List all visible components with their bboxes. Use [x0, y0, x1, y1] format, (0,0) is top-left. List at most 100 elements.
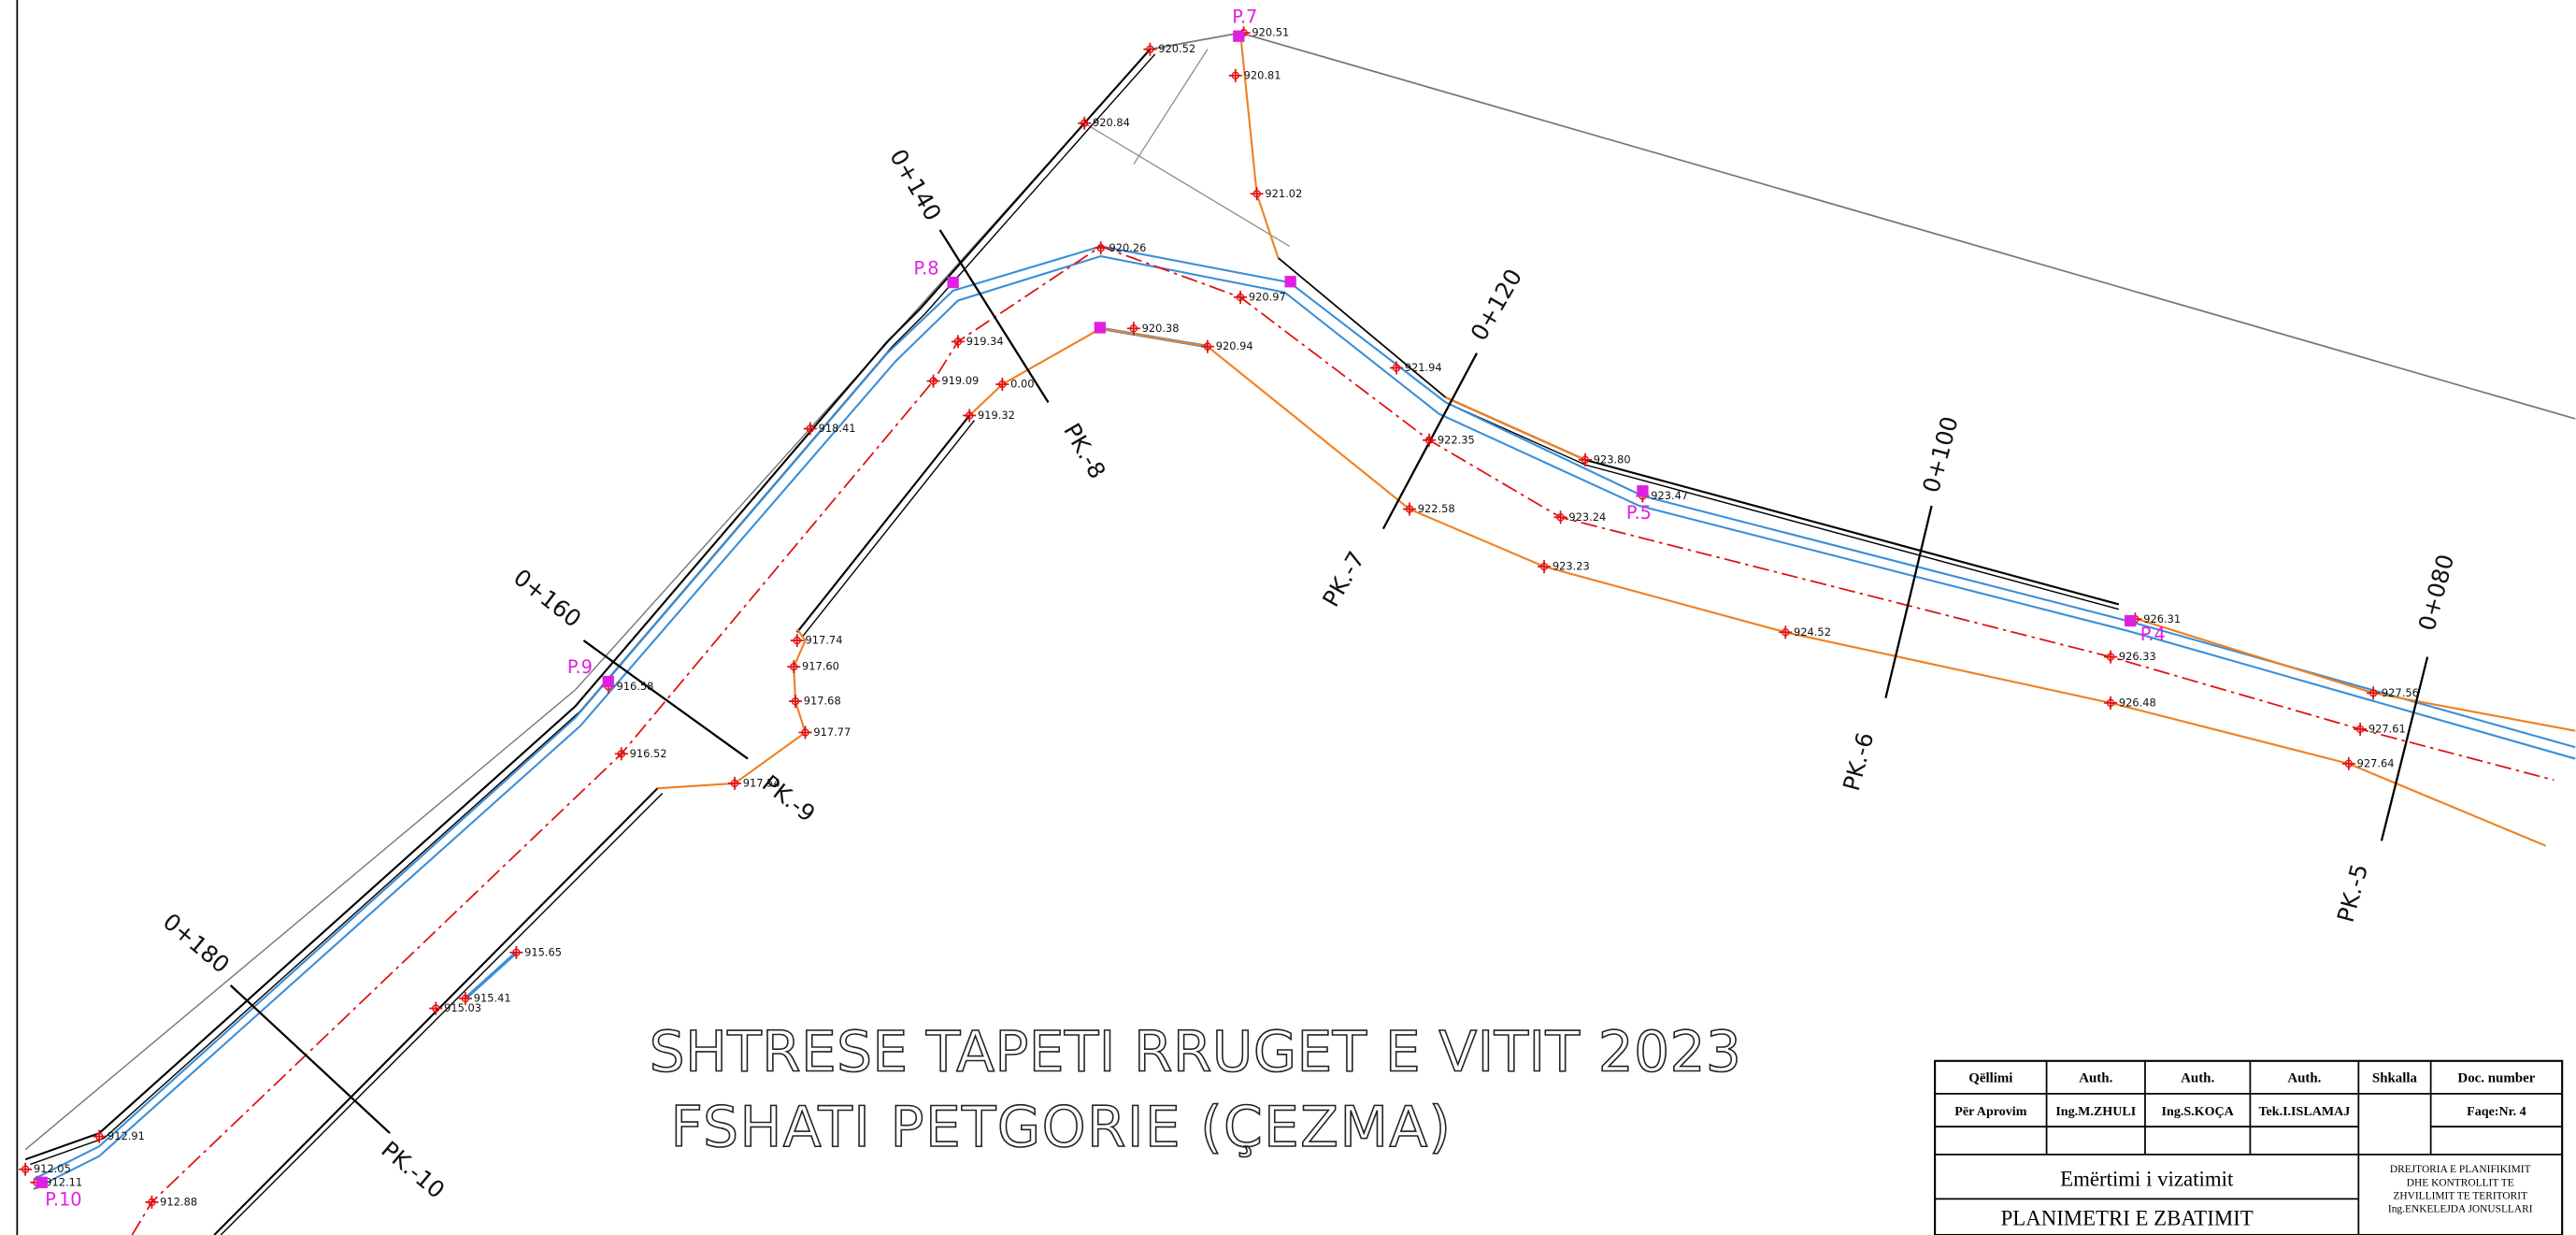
- elevation-label: 912.11: [45, 1175, 82, 1188]
- office-line: Ing.ENKELEJDA JONUSLLARI: [2388, 1203, 2533, 1214]
- office-line: DREJTORIA E PLANIFIKIMIT: [2390, 1164, 2531, 1175]
- elevation-label: 920.38: [1142, 322, 1180, 335]
- elevation-label: 920.97: [1249, 290, 1286, 303]
- chainage-label: 0+120: [1465, 265, 1527, 346]
- elevation-label: 920.52: [1158, 42, 1195, 55]
- table-header: Auth.: [2287, 1071, 2321, 1086]
- road-edge: [797, 415, 969, 632]
- orange-line: [2127, 616, 2576, 731]
- elevation-label: 916.58: [617, 680, 654, 693]
- elevation-label: 916.52: [630, 747, 667, 760]
- chainage-label: 0+100: [1917, 413, 1964, 495]
- boundary-line: [1084, 123, 1290, 247]
- point-label: P.8: [913, 257, 938, 279]
- table-header: Auth.: [2079, 1071, 2112, 1086]
- elevation-label: 923.24: [1568, 510, 1606, 524]
- survey-marker: [947, 277, 958, 288]
- point-label: P.5: [1626, 502, 1652, 524]
- elevation-label: 927.64: [2357, 756, 2395, 769]
- elevation-label: 915.65: [524, 945, 562, 958]
- point-label: P.4: [2140, 624, 2166, 645]
- elevation-label: 926.33: [2119, 650, 2156, 663]
- elevation-label: 919.32: [978, 409, 1015, 422]
- survey-marker: [36, 1177, 48, 1188]
- office-line: DHE KONTROLLIT TE: [2407, 1177, 2514, 1188]
- boundary-line: [1150, 33, 2575, 419]
- elevation-label: 923.47: [1651, 489, 1688, 502]
- road-edge: [1278, 258, 1445, 397]
- chainage-label: 0+180: [158, 908, 235, 979]
- elevation-label: 917.60: [802, 660, 839, 673]
- road-edge: [1446, 402, 2119, 609]
- point-label: P.7: [1232, 7, 1257, 28]
- elevation-label: 920.94: [1216, 339, 1253, 352]
- drawing: 0+080PK.-50+100PK.-60+120PK.-70+140PK.-8…: [0, 0, 2576, 1235]
- boundary-line: [25, 50, 1150, 1150]
- chainage-label: 0+140: [884, 145, 947, 226]
- point-label: P.10: [45, 1188, 81, 1210]
- table-cell: Për Aprovim: [1954, 1104, 2026, 1119]
- table-header: Shkalla: [2372, 1071, 2418, 1086]
- elevation-label: 912.91: [107, 1129, 145, 1142]
- elevation-label: 917.74: [806, 634, 843, 647]
- elevation-label: 920.51: [1252, 26, 1289, 39]
- profile-label: PK.-10: [376, 1136, 450, 1204]
- elevation-label: 924.52: [1794, 625, 1831, 639]
- elevation-label: 0.00: [1010, 378, 1034, 391]
- elevation-label: 921.94: [1405, 361, 1442, 374]
- survey-marker: [2125, 615, 2136, 626]
- table-cell: Ing.S.KOÇA: [2162, 1104, 2235, 1119]
- chainage-label: 0+080: [2413, 552, 2460, 634]
- drawing-name: PLANIMETRI E ZBATIMIT: [2001, 1206, 2254, 1229]
- elevation-label: 920.81: [1244, 68, 1281, 81]
- elevation-label: 917.54: [743, 776, 780, 789]
- elevation-label: 921.02: [1265, 187, 1302, 200]
- page: 0+080PK.-50+100PK.-60+120PK.-70+140PK.-8…: [0, 0, 2576, 1235]
- survey-marker: [1095, 322, 1106, 333]
- survey-marker: [603, 676, 614, 687]
- station-line: [2382, 657, 2427, 841]
- profile-label: PK.-8: [1058, 419, 1111, 483]
- elevation-label: 922.35: [1438, 433, 1475, 446]
- office-line: ZHVILLIMIT TE TERITORIT: [2393, 1190, 2527, 1201]
- elevation-label: 923.23: [1553, 560, 1590, 573]
- survey-marker: [1233, 30, 1244, 41]
- elevation-label: 915.03: [444, 1001, 481, 1014]
- point-label: P.9: [567, 656, 593, 678]
- elevation-label: 923.80: [1594, 452, 1631, 466]
- profile-label: PK.-5: [2332, 861, 2373, 926]
- table-cell: Ing.M.ZHULI: [2055, 1104, 2136, 1119]
- elevation-label: 918.41: [819, 422, 856, 435]
- table-cell: Faqe:Nr. 4: [2467, 1104, 2526, 1119]
- orange-line: [1446, 397, 1585, 460]
- road-edge: [30, 54, 1154, 1164]
- table-header: Doc. number: [2457, 1071, 2535, 1086]
- road-edge: [25, 50, 1150, 1159]
- elevation-label: 917.68: [804, 695, 841, 708]
- road-edge: [802, 421, 974, 638]
- elevation-label: 920.84: [1093, 116, 1130, 129]
- elevation-label: 912.88: [160, 1195, 197, 1208]
- survey-marker: [1637, 485, 1648, 496]
- orange-line: [1240, 33, 1278, 258]
- elevation-label: 917.77: [813, 725, 851, 739]
- elevation-label: 912.05: [34, 1162, 71, 1175]
- orange-line: [969, 328, 2545, 845]
- survey-marker: [1284, 276, 1295, 287]
- elevation-label: 919.34: [966, 335, 1004, 348]
- station-line: [231, 985, 390, 1133]
- chainage-label: 0+160: [508, 564, 586, 633]
- elevation-label: 927.56: [2382, 686, 2419, 699]
- elevation-label: 920.26: [1109, 241, 1147, 254]
- station-line: [1885, 506, 1931, 698]
- table-cell: Tek.I.ISLAMAJ: [2258, 1104, 2350, 1119]
- table-header: Qëllimi: [1968, 1071, 2012, 1086]
- road-edge: [221, 793, 663, 1235]
- profile-label: PK.-7: [1317, 547, 1370, 611]
- elevation-label: 919.09: [941, 374, 979, 387]
- elevation-label: 926.48: [2119, 696, 2156, 709]
- title-line: FSHATI PETGORIE (ÇEZMA): [671, 1096, 1451, 1160]
- title-line: SHTRESE TAPETI RRUGET E VITIT 2023: [650, 1020, 1741, 1084]
- elevation-label: 922.58: [1418, 502, 1455, 515]
